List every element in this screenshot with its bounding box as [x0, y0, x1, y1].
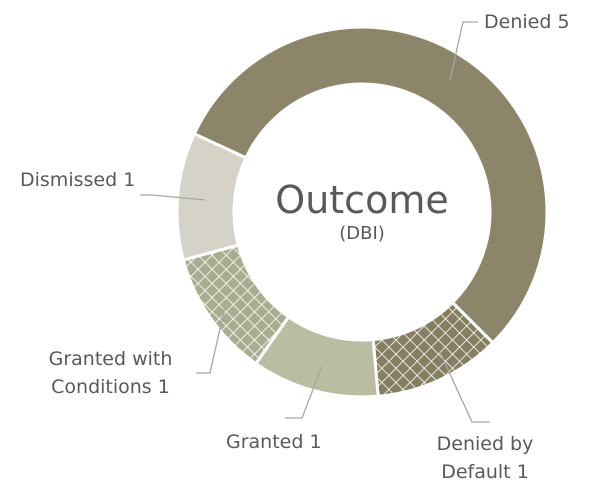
value-label: 1 [309, 431, 322, 453]
value-label: 1 [516, 461, 529, 483]
leader-lines [140, 21, 490, 423]
category-label: Granted with Conditions [48, 348, 173, 398]
leader-line [196, 301, 227, 374]
chart-title: Outcome [275, 178, 449, 222]
slice-label: Denied by Default 1 [405, 430, 565, 486]
donut-slice [175, 131, 248, 262]
category-label: Granted [226, 431, 304, 453]
category-label: Denied [484, 11, 552, 33]
donut-slice [192, 25, 549, 345]
leader-line [439, 351, 490, 423]
leader-line [449, 21, 478, 81]
ring [175, 25, 549, 399]
slice-label: Denied 5 [484, 8, 570, 36]
chart-subtitle: (DBI) [339, 223, 385, 244]
slice-label: Granted with Conditions 1 [28, 345, 193, 401]
category-label: Dismissed [20, 169, 118, 191]
slice-label: Granted 1 [226, 428, 322, 456]
slice-label: Dismissed 1 [20, 166, 138, 194]
leader-line [285, 365, 323, 419]
center-text: Outcome (DBI) [230, 178, 494, 246]
value-label: 5 [557, 11, 570, 33]
leader-line [140, 194, 206, 201]
value-label: 1 [157, 376, 170, 398]
value-label: 1 [123, 169, 136, 191]
category-label: Denied by Default [436, 433, 534, 483]
